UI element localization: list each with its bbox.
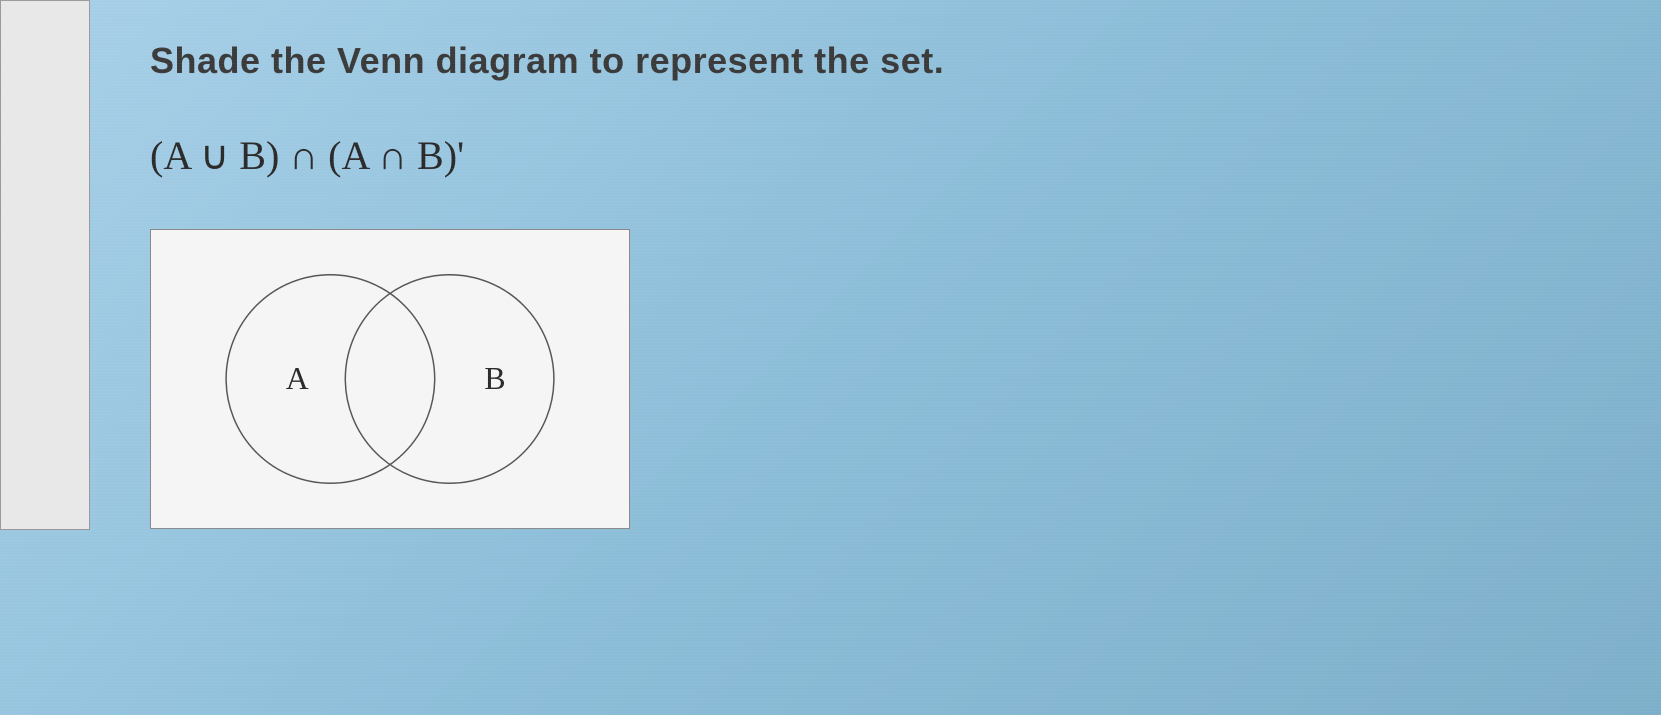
circle-a[interactable] — [226, 275, 435, 484]
label-b: B — [484, 361, 505, 396]
venn-diagram-container[interactable]: A B — [150, 229, 630, 529]
question-content: Shade the Venn diagram to represent the … — [90, 0, 1661, 715]
label-a: A — [286, 361, 309, 396]
instruction-text: Shade the Venn diagram to represent the … — [150, 40, 1601, 82]
venn-diagram-svg: A B — [151, 230, 629, 528]
circle-b[interactable] — [345, 275, 554, 484]
left-sidebar-panel — [0, 0, 90, 530]
set-expression: (A ∪ B) ∩ (A ∩ B)' — [150, 132, 1601, 179]
